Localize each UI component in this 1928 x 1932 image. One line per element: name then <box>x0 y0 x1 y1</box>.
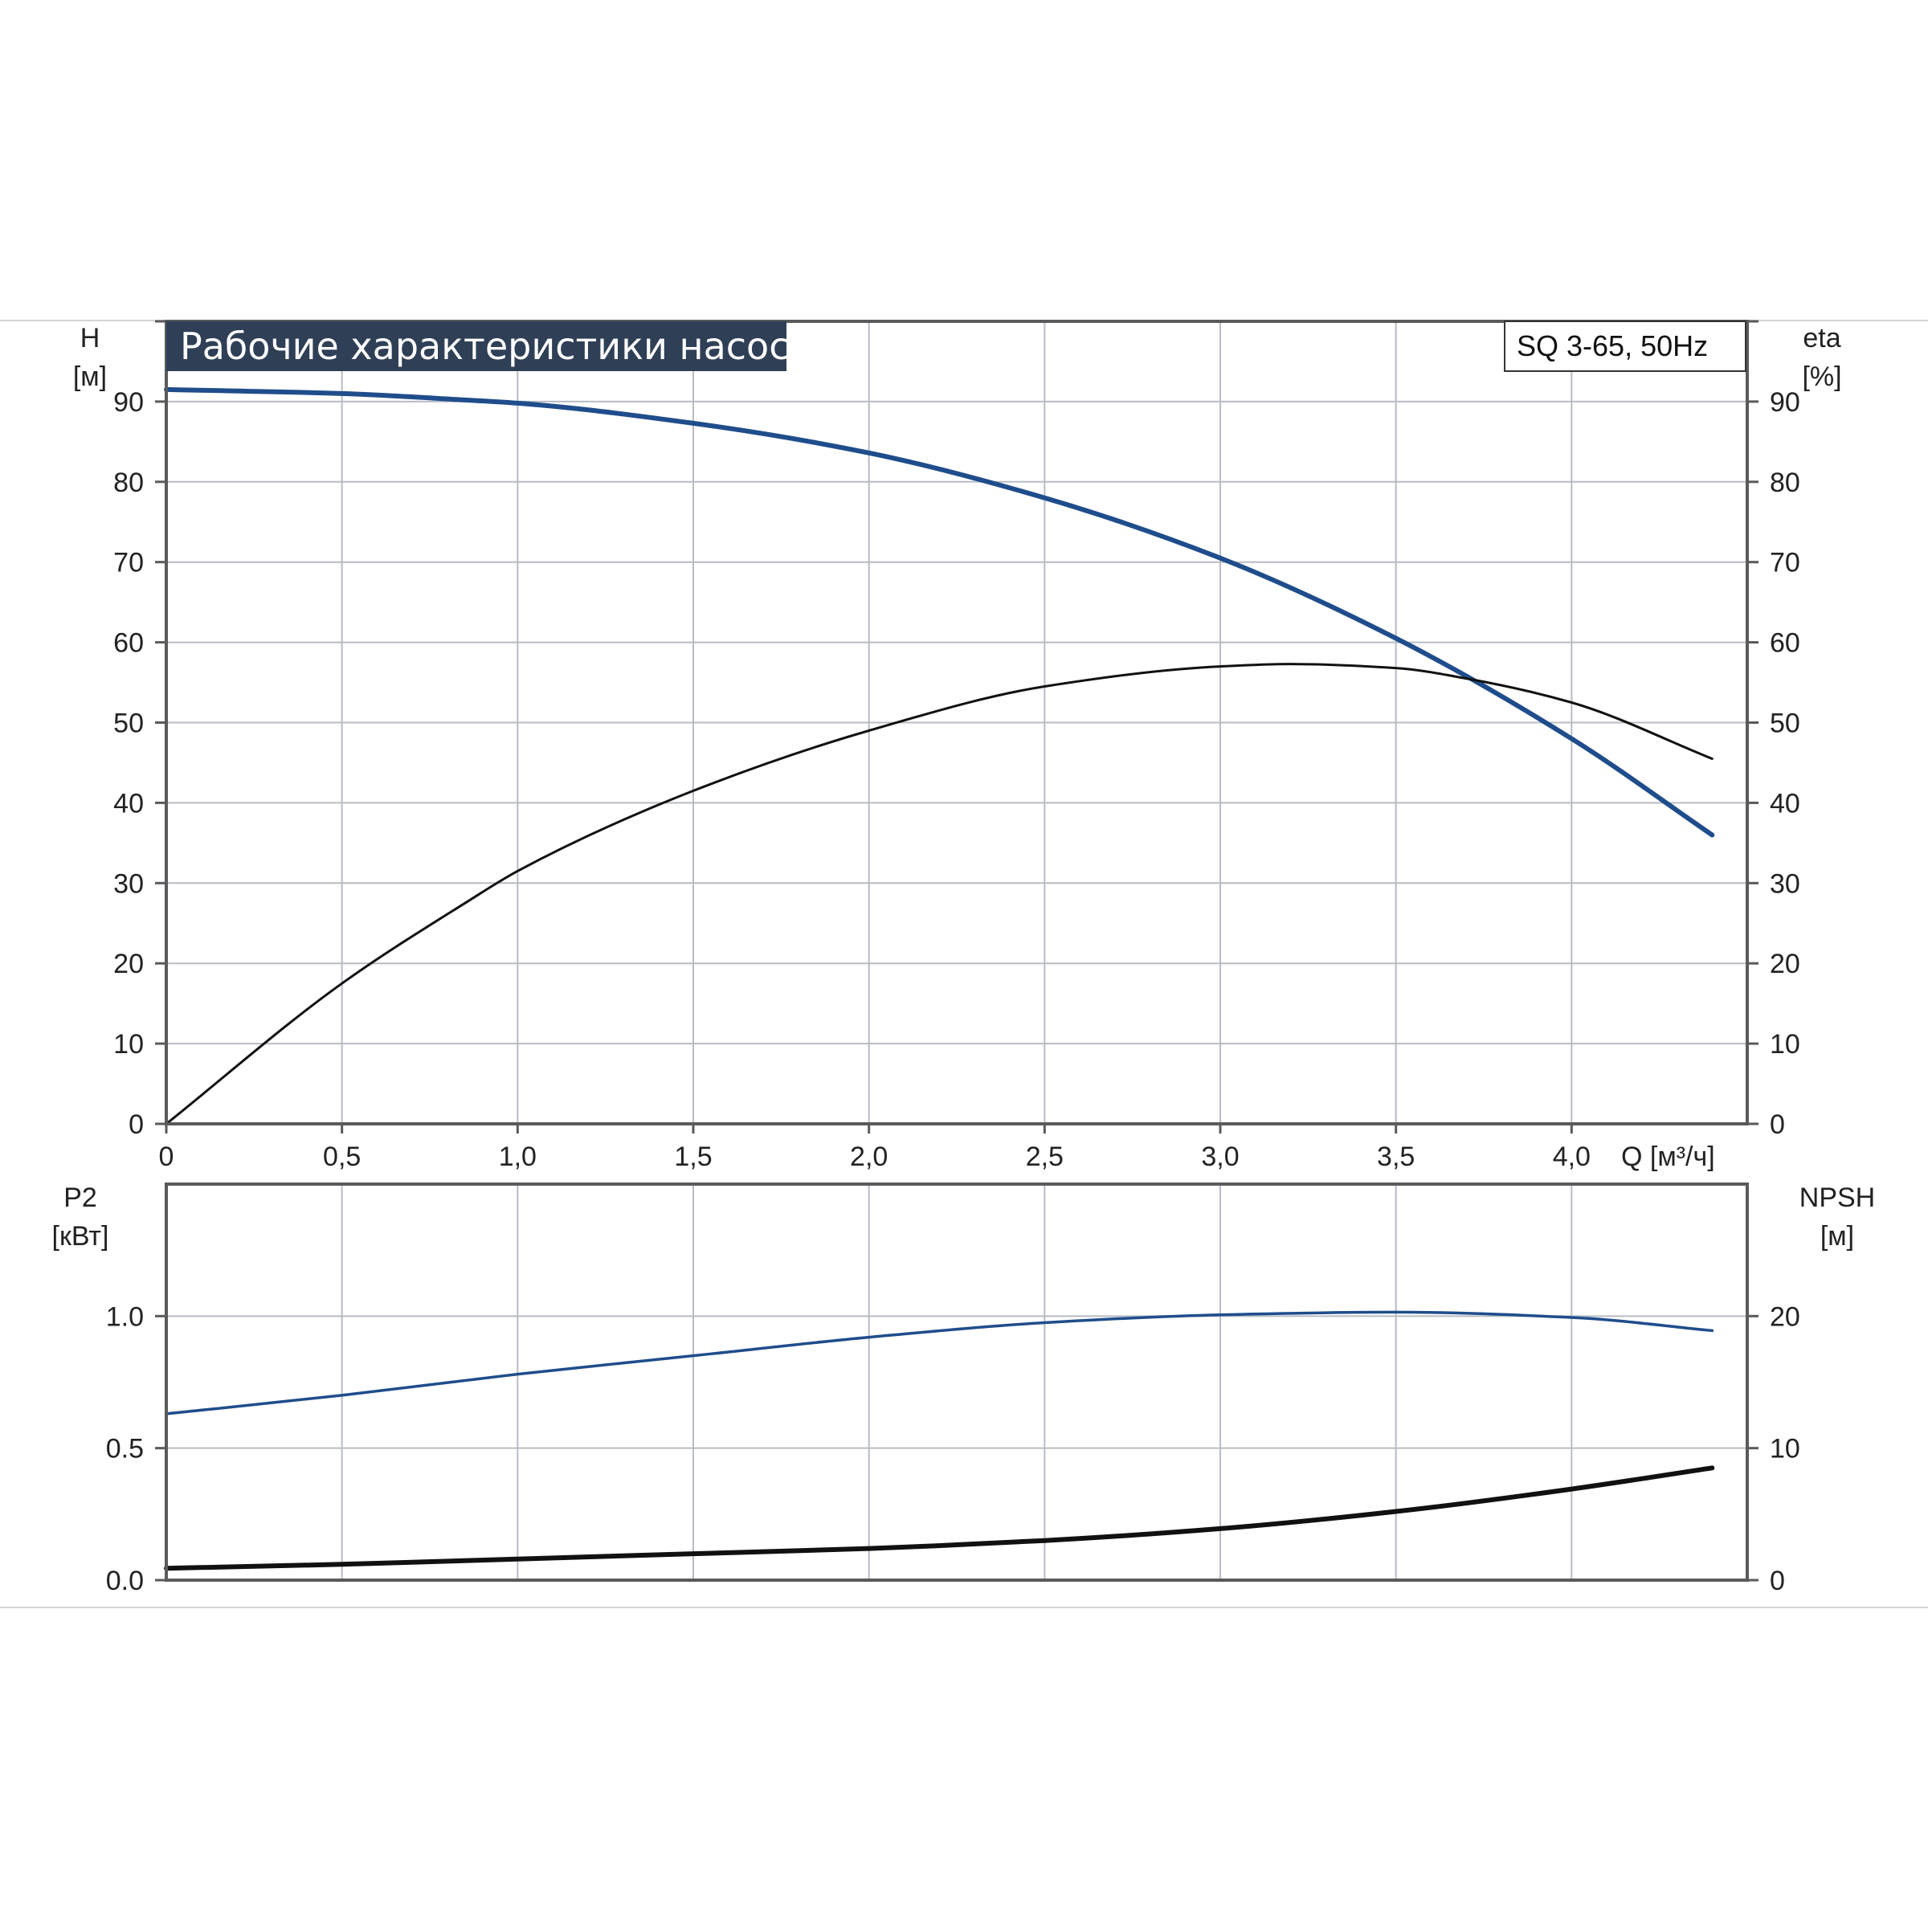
x-tick-label: 3,0 <box>1201 1142 1239 1172</box>
upper-right-tick-label: 20 <box>1770 949 1800 979</box>
x-tick-label: 0 <box>159 1142 174 1172</box>
x-axis-label: Q [м³/ч] <box>1621 1142 1715 1172</box>
upper-right-tick-label: 90 <box>1770 387 1800 418</box>
upper-right-axis-name: eta <box>1803 323 1840 353</box>
upper-left-axis-name: H <box>80 323 100 353</box>
npsh-curve <box>164 1465 1715 1571</box>
lower-left-axis-name: P2 <box>63 1182 97 1213</box>
upper-left-tick-label: 90 <box>113 387 144 418</box>
model-label: SQ 3-65, 50Hz <box>1517 329 1708 362</box>
upper-left-tick-label: 0 <box>129 1109 144 1140</box>
upper-left-tick-label: 30 <box>113 868 144 899</box>
upper-right-axis-unit: [%] <box>1802 361 1841 392</box>
upper-right-tick-label: 40 <box>1770 788 1800 819</box>
lower-right-tick-label: 20 <box>1770 1301 1800 1332</box>
x-tick-label: 0,5 <box>323 1142 361 1172</box>
lower-left-tick-label: 0.5 <box>106 1434 144 1464</box>
lower-left-tick-label: 0.0 <box>106 1566 144 1596</box>
upper-left-tick-label: 60 <box>113 628 144 659</box>
lower-right-tick-label: 10 <box>1770 1434 1800 1464</box>
lower-right-axis-name: NPSH <box>1799 1182 1875 1213</box>
title-banner <box>166 321 786 371</box>
upper-left-tick-label: 40 <box>113 788 144 819</box>
head-curve <box>164 386 1715 838</box>
upper-curves <box>164 386 1715 1125</box>
lower-left-axis-unit: [кВт] <box>52 1221 109 1252</box>
x-tick-label: 2,0 <box>850 1142 888 1172</box>
lower-curves <box>164 1310 1715 1571</box>
chart-title: Рабочие характеристики насоса <box>180 325 812 368</box>
upper-right-tick-label: 60 <box>1770 628 1800 659</box>
lower-ticks: 0.0 0.5 1.0 0 10 20 <box>106 1301 1800 1596</box>
x-tick-label: 1,5 <box>674 1142 712 1172</box>
upper-right-tick-label: 50 <box>1770 709 1800 739</box>
upper-right-tick-label: 0 <box>1770 1109 1785 1140</box>
upper-left-tick-label: 70 <box>113 548 144 578</box>
upper-right-tick-label: 30 <box>1770 868 1800 899</box>
lower-left-tick-label: 1.0 <box>106 1301 144 1332</box>
model-label-box <box>1504 321 1746 372</box>
lower-grid <box>166 1183 1748 1580</box>
lower-right-tick-label: 0 <box>1770 1566 1785 1596</box>
upper-grid <box>166 321 1748 1124</box>
efficiency-curve <box>165 663 1714 1125</box>
upper-left-tick-label: 10 <box>113 1029 144 1060</box>
upper-right-tick-label: 80 <box>1770 468 1800 498</box>
x-tick-label: 2,5 <box>1026 1142 1064 1172</box>
upper-left-axis-unit: [м] <box>73 361 107 392</box>
upper-right-tick-label: 70 <box>1770 548 1800 578</box>
lower-right-axis-unit: [м] <box>1820 1221 1854 1252</box>
lower-plot-border <box>165 1182 1749 1582</box>
upper-left-tick-label: 50 <box>113 709 144 739</box>
x-tick-label: 3,5 <box>1377 1142 1415 1172</box>
upper-left-tick-label: 20 <box>113 949 144 979</box>
power_p2-curve <box>165 1310 1714 1415</box>
upper-left-tick-label: 80 <box>113 468 144 498</box>
upper-right-tick-label: 10 <box>1770 1029 1800 1060</box>
x-tick-label: 4,0 <box>1553 1142 1591 1172</box>
x-tick-label: 1,0 <box>499 1142 537 1172</box>
